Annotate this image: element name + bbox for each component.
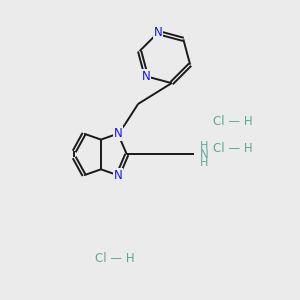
Text: N: N <box>142 70 151 83</box>
Text: N: N <box>200 148 209 161</box>
Text: H: H <box>200 158 208 168</box>
Text: N: N <box>154 26 163 39</box>
Text: N: N <box>113 169 122 182</box>
Text: Cl — H: Cl — H <box>94 252 134 265</box>
Text: H: H <box>200 141 208 151</box>
Text: Cl — H: Cl — H <box>213 115 253 128</box>
Text: Cl — H: Cl — H <box>213 142 253 155</box>
Text: N: N <box>113 127 122 140</box>
